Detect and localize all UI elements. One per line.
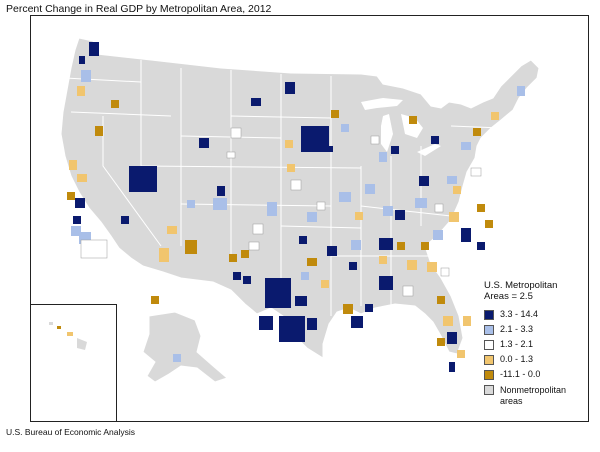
legend-item-nonmetro: Nonmetropolitan areas bbox=[484, 382, 584, 408]
legend-swatch-white bbox=[484, 339, 494, 350]
legend-label-nonmetro-line1: Nonmetropolitan bbox=[500, 385, 567, 395]
source-credit: U.S. Bureau of Economic Analysis bbox=[6, 427, 135, 437]
legend-label: 3.3 - 14.4 bbox=[500, 309, 539, 319]
metro-light-gold bbox=[69, 86, 499, 358]
legend-label: 0.0 - 1.3 bbox=[500, 354, 534, 364]
legend-label-nonmetro-line2: areas bbox=[500, 396, 523, 406]
legend-swatch-dark-gold bbox=[484, 369, 494, 380]
legend-item-light-gold: 0.0 - 1.3 bbox=[484, 352, 584, 367]
us-metro-gdp-map bbox=[49, 37, 540, 383]
hawaii-metro-dark-gold bbox=[57, 326, 61, 329]
legend-title: U.S. Metropolitan Areas = 2.5 bbox=[484, 280, 584, 302]
legend-label: -11.1 - 0.0 bbox=[500, 369, 541, 379]
hawaii-inset-box bbox=[31, 304, 117, 421]
map-title: Percent Change in Real GDP by Metropolit… bbox=[6, 3, 272, 15]
legend-title-line1: U.S. Metropolitan bbox=[484, 280, 558, 291]
lake-erie bbox=[417, 144, 441, 156]
contiguous-us-landmass bbox=[60, 37, 540, 359]
metro-white bbox=[80, 127, 482, 297]
legend-item-light-blue: 2.1 - 3.3 bbox=[484, 322, 584, 337]
legend-swatch-nonmetro bbox=[484, 385, 494, 395]
hawaii-metro-light-gold bbox=[67, 332, 73, 336]
alaska-landmass bbox=[142, 311, 228, 383]
legend-item-dark-blue: 3.3 - 14.4 bbox=[484, 307, 584, 322]
legend-swatch-light-blue bbox=[484, 324, 494, 335]
legend-label-nonmetro: Nonmetropolitan areas bbox=[500, 385, 566, 407]
legend-item-white: 1.3 - 2.1 bbox=[484, 337, 584, 352]
legend: U.S. Metropolitan Areas = 2.5 3.3 - 14.4… bbox=[484, 280, 584, 408]
metro-dark-gold bbox=[67, 100, 493, 346]
alaska-metro-light-blue bbox=[173, 354, 181, 362]
state-borders bbox=[64, 60, 502, 316]
lake-michigan bbox=[381, 114, 393, 152]
map-frame: U.S. Metropolitan Areas = 2.5 3.3 - 14.4… bbox=[30, 15, 589, 422]
legend-item-dark-gold: -11.1 - 0.0 bbox=[484, 367, 584, 382]
legend-label: 1.3 - 2.1 bbox=[500, 339, 534, 349]
legend-label: 2.1 - 3.3 bbox=[500, 324, 534, 334]
legend-title-line2: Areas = 2.5 bbox=[484, 291, 533, 302]
legend-swatch-light-gold bbox=[484, 354, 494, 365]
lake-huron bbox=[401, 114, 423, 138]
lake-superior bbox=[361, 98, 403, 110]
metro-dark-blue bbox=[73, 42, 485, 372]
legend-swatch-dark-blue bbox=[484, 309, 494, 320]
